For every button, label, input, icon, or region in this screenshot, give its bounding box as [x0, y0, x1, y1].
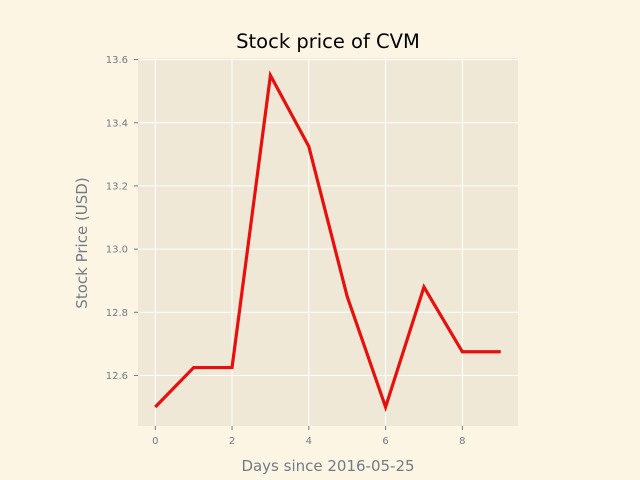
plot-area: [138, 58, 518, 426]
x-tick-label: 6: [382, 436, 388, 447]
x-tick-label: 8: [459, 436, 465, 447]
x-tick-label: 0: [152, 436, 158, 447]
axis-ticks: 0 2 4 6 8 12.6 12.8 13.0 13.2 13.4 13.6: [106, 55, 466, 447]
y-tick-label: 13.0: [106, 245, 128, 256]
y-tick-label: 12.6: [106, 371, 128, 382]
y-axis-label: Stock Price (USD): [73, 177, 91, 308]
y-tick-label: 12.8: [106, 308, 128, 319]
x-tick-label: 4: [306, 436, 312, 447]
y-tick-label: 13.4: [106, 118, 128, 129]
grid-lines: [138, 58, 518, 426]
chart-title: Stock price of CVM: [236, 30, 420, 53]
y-tick-label: 13.2: [106, 181, 128, 192]
x-axis-label: Days since 2016-05-25: [241, 457, 414, 475]
x-tick-label: 2: [229, 436, 235, 447]
series-line-cvm: [154, 70, 501, 413]
y-tick-label: 13.6: [106, 55, 128, 66]
